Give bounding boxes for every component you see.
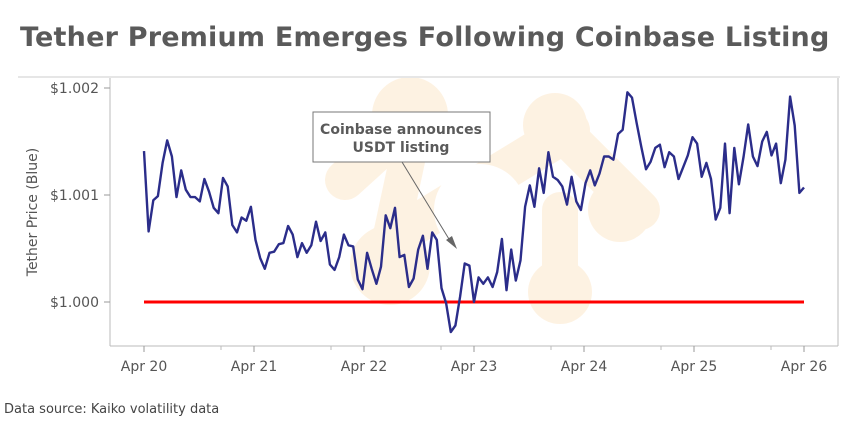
data-source-note: Data source: Kaiko volatility data	[4, 402, 220, 417]
arrowhead-icon	[446, 236, 457, 249]
y-tick-label: $1.001	[50, 188, 99, 204]
tether-price-line	[142, 91, 805, 334]
x-tick-label: Apr 23	[451, 359, 497, 375]
chart-title: Tether Premium Emerges Following Coinbas…	[20, 22, 830, 53]
annotation-arrow	[401, 161, 453, 245]
annotation-line-2: USDT listing	[353, 140, 450, 156]
x-tick-label: Apr 21	[231, 359, 277, 375]
y-axis-label: Tether Price (Blue)	[25, 148, 41, 277]
y-tick-label: $1.002	[50, 81, 99, 97]
x-tick-label: Apr 22	[341, 359, 387, 375]
x-tick-label: Apr 26	[781, 359, 828, 375]
x-tick-label: Apr 25	[671, 359, 717, 375]
annotation: Coinbase announces USDT listing	[312, 111, 491, 249]
annotation-line-1: Coinbase announces	[320, 122, 482, 138]
x-tick-label: Apr 20	[121, 359, 167, 375]
x-tick-label: Apr 24	[561, 359, 608, 375]
annotation-box	[312, 111, 491, 163]
y-tick-label: $1.000	[50, 295, 99, 311]
